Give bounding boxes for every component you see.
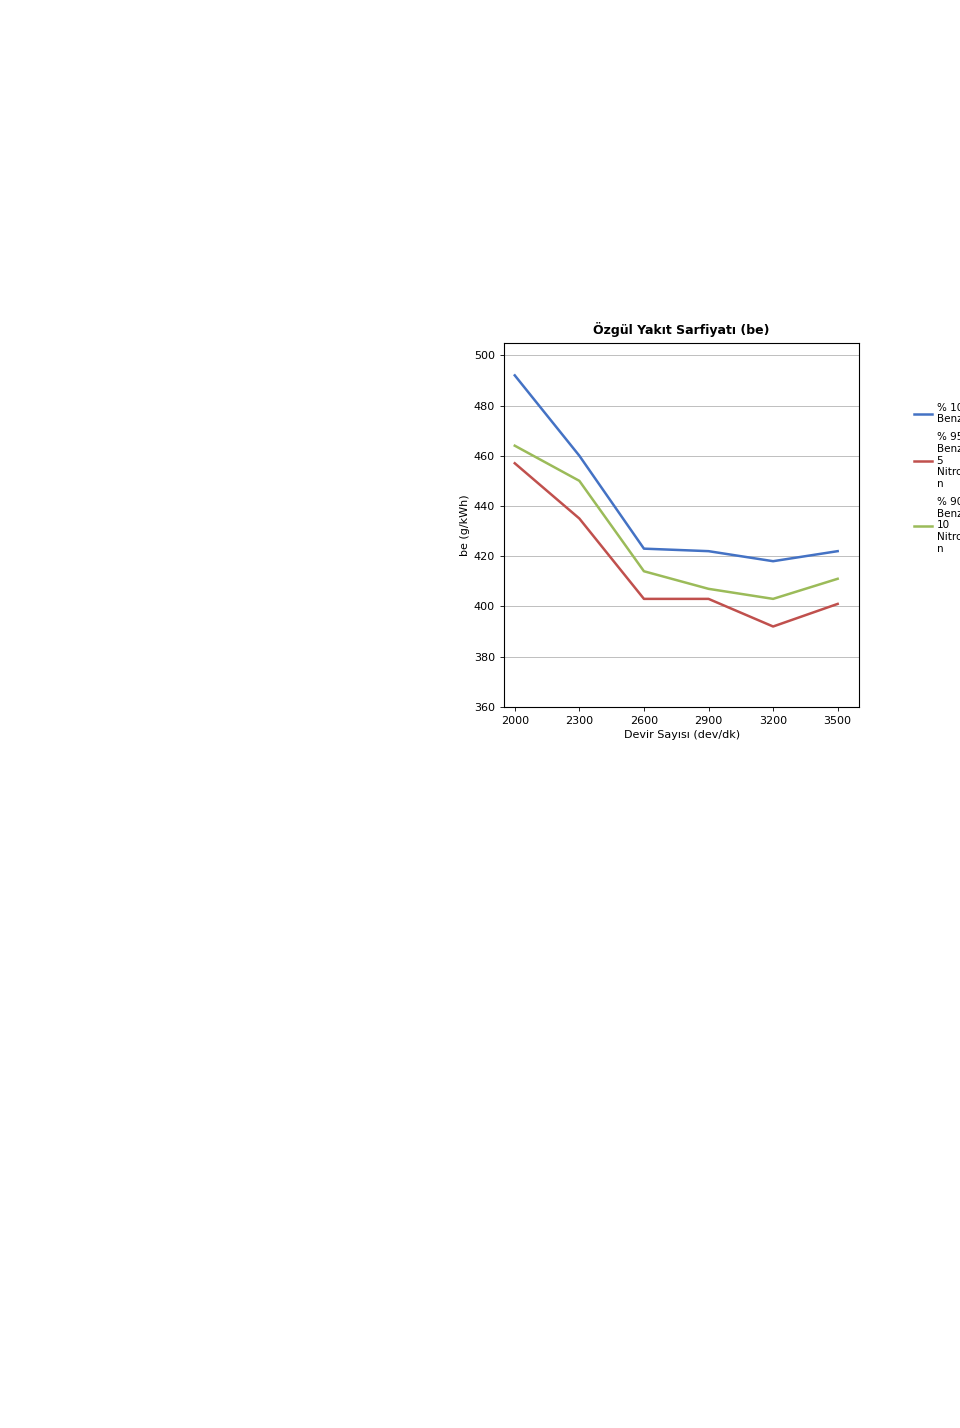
Legend: % 100
Benzin, % 95
Benzin, %
5
Nitrometa
n, % 90
Benzin, %
10
Nitrometa
n: % 100 Benzin, % 95 Benzin, % 5 Nitrometa… bbox=[914, 403, 960, 554]
Y-axis label: be (g/kWh): be (g/kWh) bbox=[460, 494, 469, 555]
Title: Özgül Yakıt Sarfiyatı (be): Özgül Yakıt Sarfiyatı (be) bbox=[593, 323, 770, 337]
X-axis label: Devir Sayısı (dev/dk): Devir Sayısı (dev/dk) bbox=[624, 730, 739, 740]
